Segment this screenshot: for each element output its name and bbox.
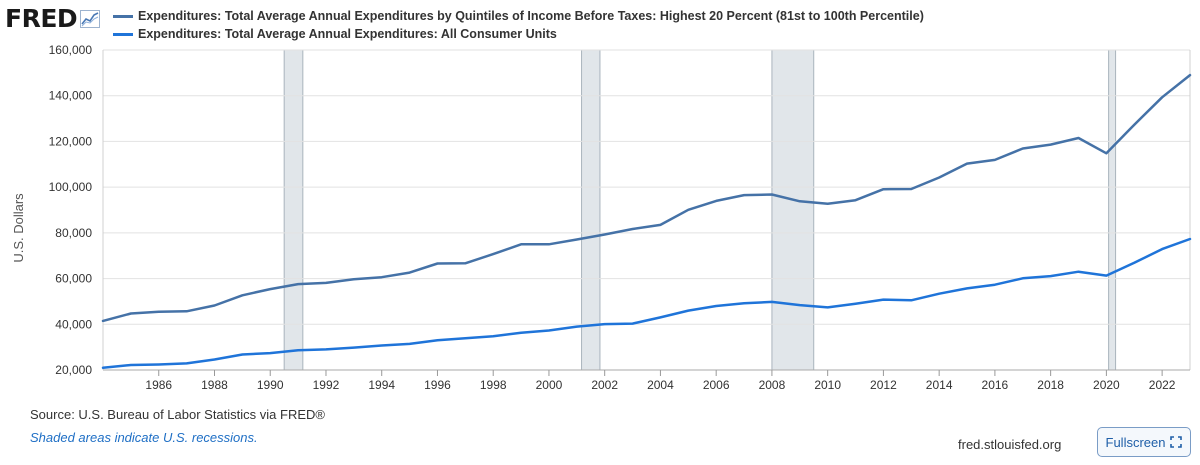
x-tick-label: 1988 — [201, 378, 228, 392]
legend-swatch — [113, 32, 133, 36]
site-url[interactable]: fred.stlouisfed.org — [958, 437, 1062, 452]
fred-logo[interactable]: FRED — [5, 4, 101, 33]
header: FRED Expenditures: Total Average Annual … — [0, 0, 1200, 45]
x-tick-label: 2014 — [926, 378, 953, 392]
x-tick-label: 2006 — [703, 378, 730, 392]
recession-note: Shaded areas indicate U.S. recessions. — [30, 430, 258, 445]
x-tick-label: 2000 — [536, 378, 563, 392]
recession-band — [284, 50, 303, 370]
line-chart-icon — [80, 9, 101, 28]
legend-label: Expenditures: Total Average Annual Expen… — [138, 9, 924, 23]
axes: 20,000 40,000 60,000 80,000 100,000 120,000 14… — [49, 43, 1190, 392]
series-line-2 — [101, 237, 1192, 369]
x-tick-label: 1996 — [424, 378, 451, 392]
x-tick-label: 2018 — [1037, 378, 1064, 392]
chart-legend: Expenditures: Total Average Annual Expen… — [113, 8, 924, 44]
x-tick-label: 1992 — [313, 378, 340, 392]
y-tick-label: 120,000 — [49, 134, 93, 148]
y-tick-label: 60,000 — [55, 272, 92, 286]
x-tick-label: 2002 — [591, 378, 618, 392]
y-tick-label: 20,000 — [55, 363, 92, 377]
gridlines — [102, 49, 1191, 371]
y-tick-label: 40,000 — [55, 317, 92, 331]
x-tick-label: 2022 — [1149, 378, 1176, 392]
y-axis-title: U.S. Dollars — [11, 193, 26, 263]
x-tick-label: 1986 — [145, 378, 172, 392]
logo-text: FRED — [5, 4, 78, 33]
fullscreen-button[interactable]: Fullscreen — [1097, 427, 1191, 457]
line-chart: 20,000 40,000 60,000 80,000 100,000 120,000 14… — [11, 43, 1192, 392]
y-tick-label: 80,000 — [55, 226, 92, 240]
legend-swatch — [113, 14, 133, 18]
recession-band — [771, 50, 814, 370]
y-tick-label: 160,000 — [49, 43, 93, 57]
legend-item-highest-20-percent: Expenditures: Total Average Annual Expen… — [113, 8, 924, 24]
x-tick-label: 1994 — [368, 378, 395, 392]
legend-label: Expenditures: Total Average Annual Expen… — [138, 27, 557, 41]
series-line-1 — [101, 73, 1192, 323]
x-tick-label: 2020 — [1093, 378, 1120, 392]
recession-bands — [283, 50, 1117, 370]
legend-item-all-consumer-units: Expenditures: Total Average Annual Expen… — [113, 26, 924, 42]
x-tick-label: 2010 — [814, 378, 841, 392]
fullscreen-label: Fullscreen — [1105, 434, 1166, 450]
recession-band — [581, 50, 600, 370]
x-tick-label: 2012 — [870, 378, 897, 392]
x-tick-label: 1990 — [257, 378, 284, 392]
expand-icon — [1170, 436, 1183, 448]
x-tick-label: 2008 — [759, 378, 786, 392]
series-lines — [101, 73, 1192, 369]
x-tick-label: 2016 — [982, 378, 1009, 392]
y-tick-label: 140,000 — [49, 89, 93, 103]
y-tick-label: 100,000 — [49, 180, 93, 194]
x-tick-label: 1998 — [480, 378, 507, 392]
source-text: Source: U.S. Bureau of Labor Statistics … — [30, 407, 325, 422]
x-tick-label: 2004 — [647, 378, 674, 392]
recession-band — [1108, 50, 1116, 370]
